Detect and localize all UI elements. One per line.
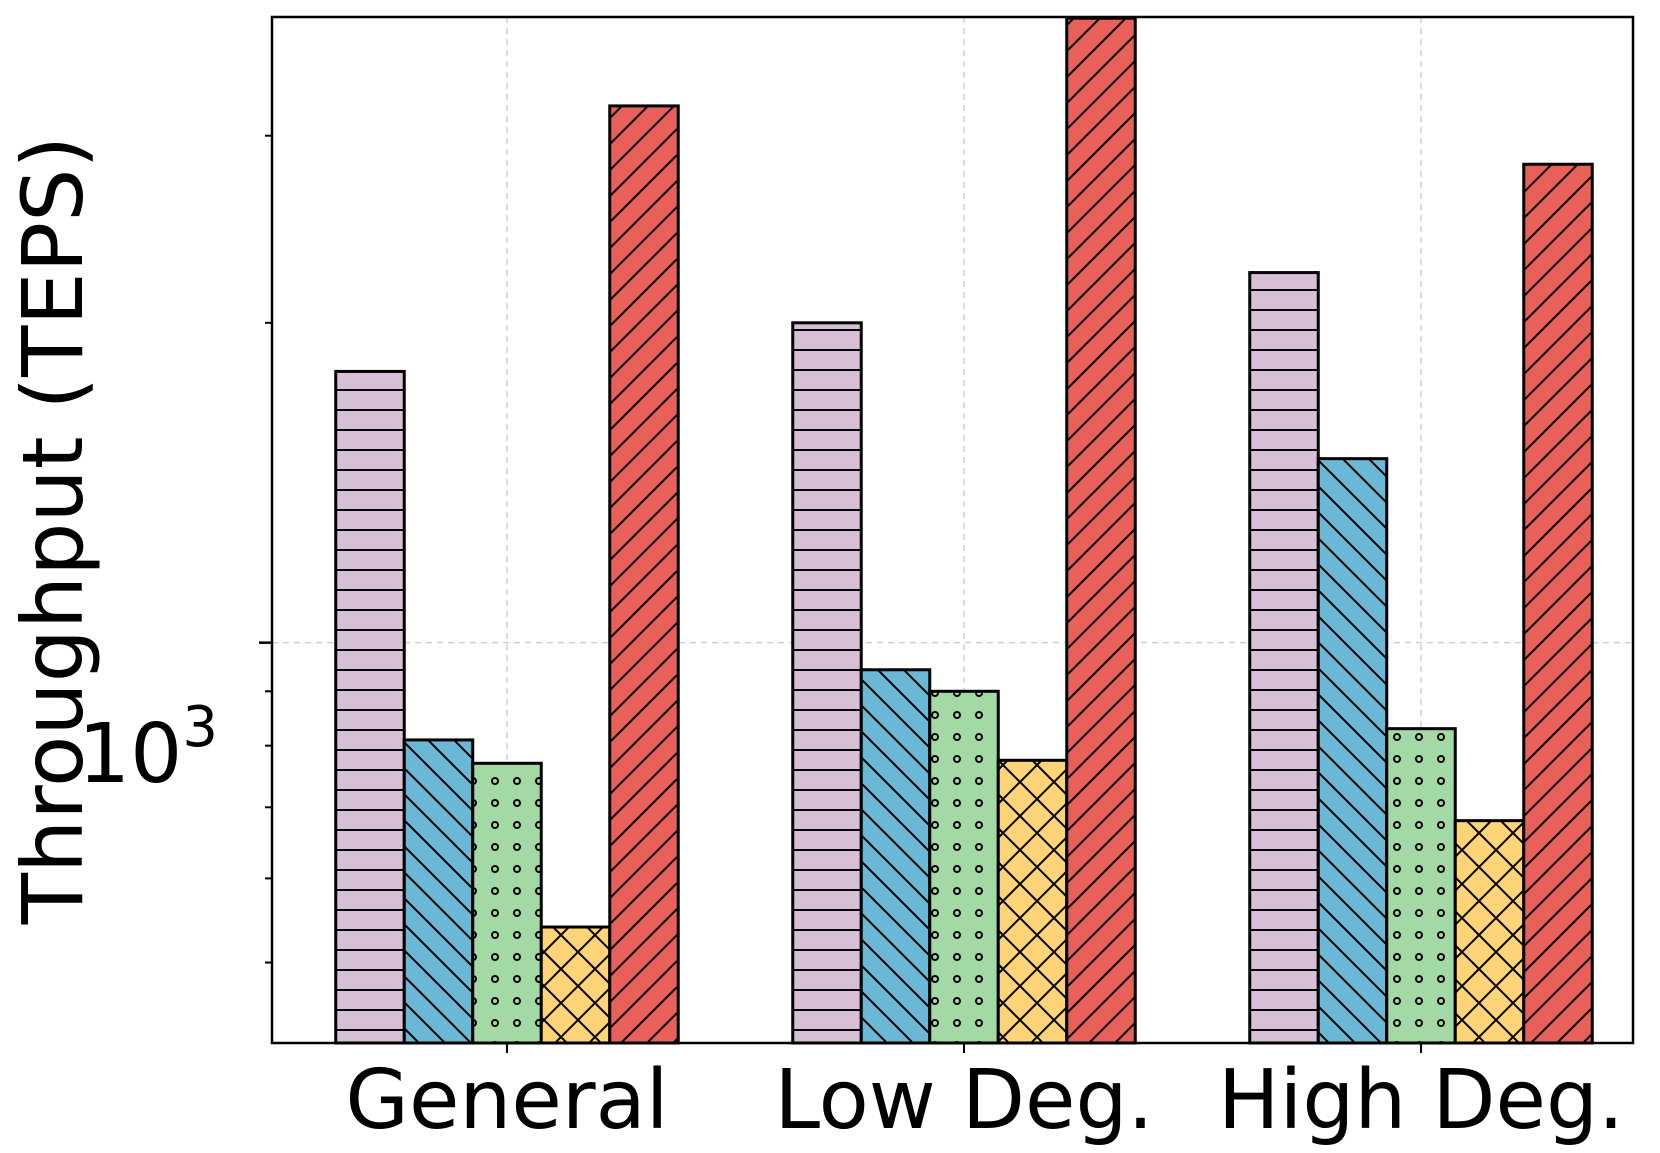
bar bbox=[928, 689, 1000, 1045]
bar bbox=[996, 758, 1069, 1045]
x-tick-label: Low Deg. bbox=[774, 1053, 1153, 1148]
bar bbox=[1248, 271, 1320, 1045]
bar bbox=[334, 369, 406, 1045]
bar bbox=[402, 738, 475, 1045]
bar bbox=[471, 761, 543, 1045]
bar bbox=[1522, 162, 1594, 1045]
ytick-label-1000: 103 bbox=[78, 695, 218, 802]
bar bbox=[791, 321, 863, 1045]
bar bbox=[608, 104, 680, 1045]
y-axis-label: Throughput (TEPS) bbox=[4, 136, 102, 926]
x-tick-label: General bbox=[345, 1053, 668, 1148]
grid-lines bbox=[272, 17, 1633, 1043]
plot-frame bbox=[270, 15, 1635, 1045]
ytick-base: 10 bbox=[78, 707, 182, 802]
ytick-exponent: 3 bbox=[182, 695, 218, 760]
bar bbox=[1316, 457, 1389, 1045]
bar bbox=[539, 925, 612, 1045]
ticks: General Low Deg. High Deg. bbox=[259, 134, 1624, 1148]
bar bbox=[1453, 819, 1526, 1045]
x-tick-label: High Deg. bbox=[1218, 1053, 1624, 1148]
bar bbox=[1385, 727, 1457, 1045]
bar bbox=[859, 668, 932, 1045]
bar bbox=[1065, 16, 1137, 1045]
